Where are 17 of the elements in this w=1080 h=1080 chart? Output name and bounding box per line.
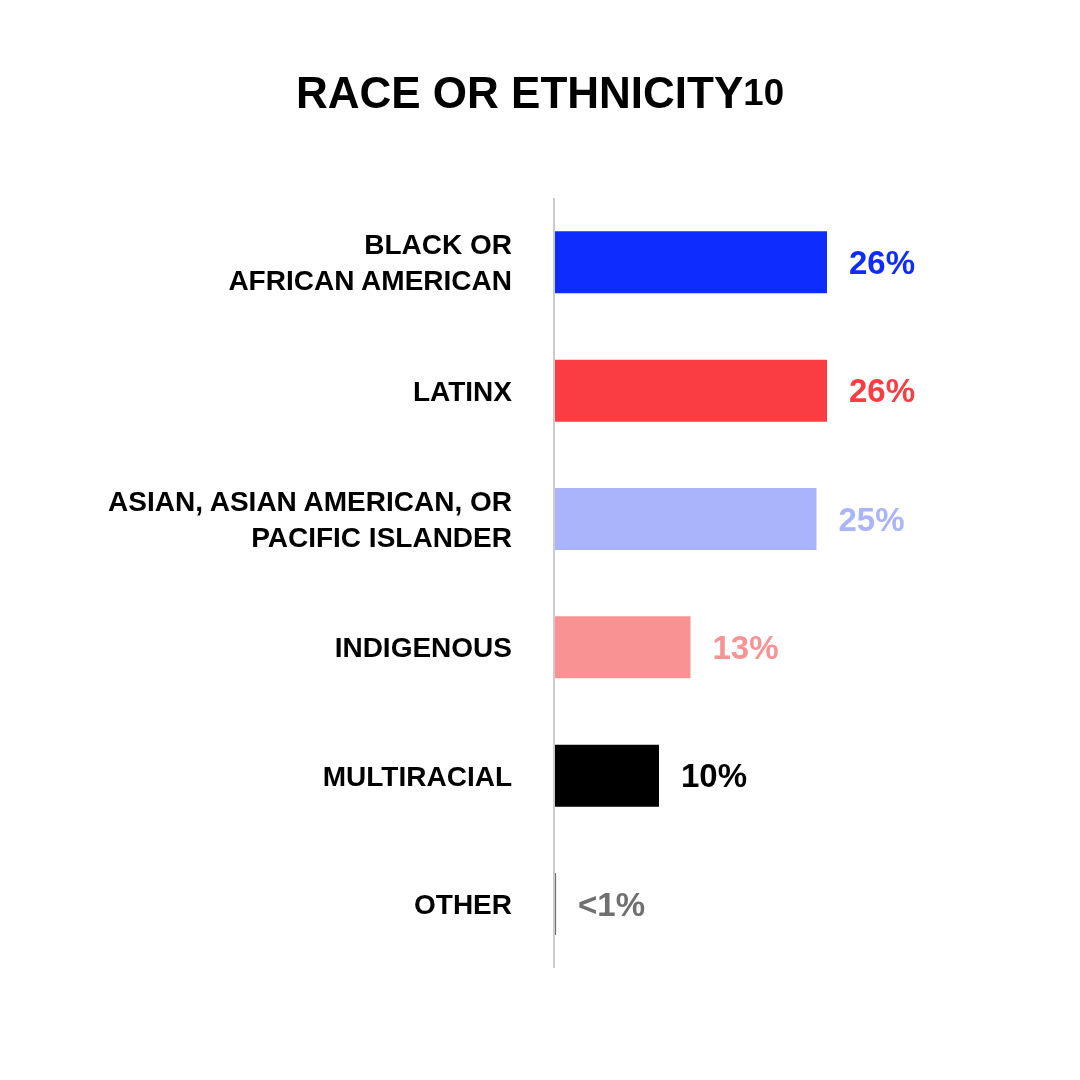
y-tick-label: INDIGENOUS bbox=[334, 631, 512, 663]
bar bbox=[554, 231, 827, 294]
y-tick-label: BLACK OR AFRICAN AMERICAN bbox=[228, 228, 512, 296]
bar bbox=[554, 359, 827, 422]
bar bbox=[554, 744, 659, 807]
bar bbox=[554, 616, 691, 679]
y-tick-label: ASIAN, ASIAN AMERICAN, OR PACIFIC ISLANDER bbox=[108, 485, 512, 553]
y-tick-label: MULTIRACIAL bbox=[322, 760, 512, 791]
data-label: <1% bbox=[578, 885, 646, 923]
y-tick-label: LATINX bbox=[412, 375, 513, 406]
data-label: 10% bbox=[681, 757, 748, 795]
y-tick-label: OTHER bbox=[414, 888, 512, 920]
bar bbox=[554, 488, 817, 551]
data-label: 13% bbox=[712, 628, 779, 666]
data-label: 25% bbox=[838, 500, 905, 538]
data-label: 26% bbox=[849, 243, 916, 281]
data-label: 26% bbox=[849, 372, 916, 410]
